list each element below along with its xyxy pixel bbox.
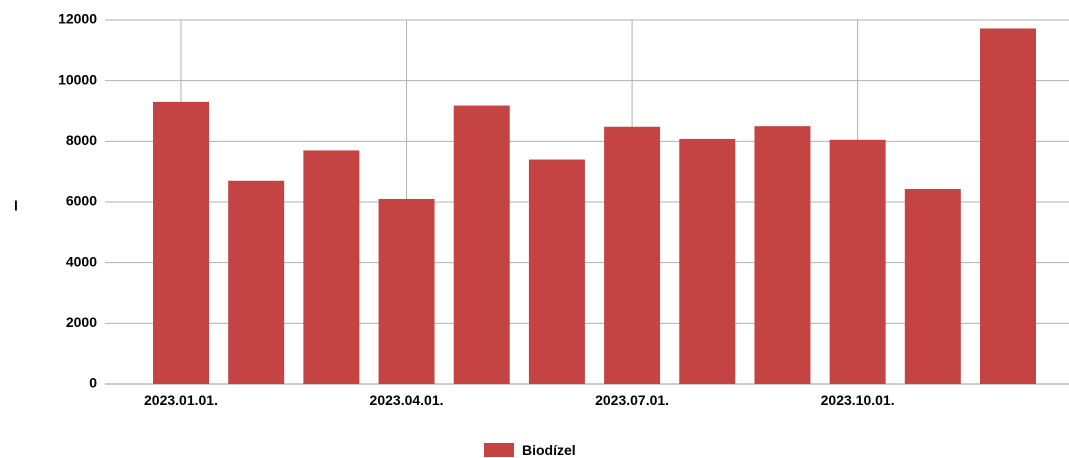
bar-2023.03.01. [303, 150, 360, 384]
y-tick-label: 8000 [66, 132, 97, 148]
bar-2023.10.01. [829, 139, 886, 384]
x-tick-label: 2023.04.01. [370, 392, 444, 408]
bar-2023.08.01. [679, 138, 736, 384]
bar-2023.05.01. [453, 105, 510, 384]
legend-label: Biodízel [522, 442, 576, 458]
y-axis-label: l [14, 198, 18, 214]
bars [153, 28, 1036, 385]
y-axis-ticks: 0 2000 4000 6000 8000 10000 12000 [58, 11, 97, 391]
x-axis-ticks: 2023.01.01. 2023.04.01. 2023.07.01. 2023.10… [144, 392, 895, 408]
bar-2023.12.01. [980, 28, 1036, 384]
y-tick-label: 4000 [66, 253, 97, 269]
x-tick-label: 2023.10.01. [821, 392, 895, 408]
bar-2023.09.01. [754, 126, 811, 385]
legend: Biodízel [484, 442, 576, 458]
bar-2023.04.01. [378, 198, 435, 384]
legend-swatch [484, 443, 514, 457]
bar-2023.02.01. [228, 180, 285, 384]
y-tick-label: 6000 [66, 193, 97, 209]
bar-2023.01.01. [153, 101, 209, 385]
y-tick-label: 2000 [66, 314, 97, 330]
bar-2023.07.01. [604, 126, 661, 385]
bar-2023.06.01. [528, 159, 585, 384]
x-tick-label: 2023.01.01. [144, 392, 218, 408]
x-tick-label: 2023.07.01. [595, 392, 669, 408]
y-tick-label: 12000 [58, 11, 97, 27]
y-tick-label: 0 [89, 375, 97, 391]
y-tick-label: 10000 [58, 71, 97, 87]
bar-2023.11.01. [904, 188, 961, 384]
